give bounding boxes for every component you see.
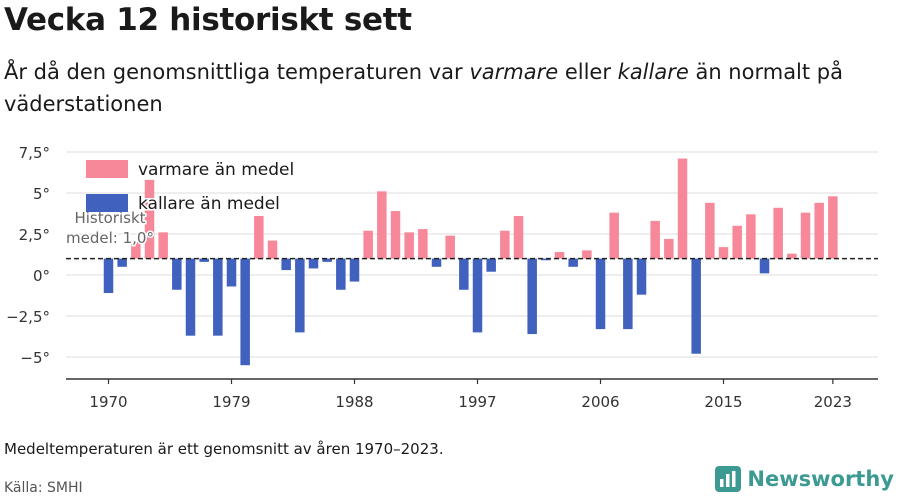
bar-1999 [500, 230, 510, 259]
bar-1994 [431, 258, 442, 267]
bar-1990 [377, 191, 387, 259]
y-tick-label: −2,5° [6, 308, 50, 326]
bar-1992 [404, 232, 414, 259]
bar-1976 [185, 258, 196, 336]
x-tick-label: 1988 [335, 393, 373, 411]
bar-1986 [322, 258, 332, 262]
x-tick-label: 1979 [212, 393, 250, 411]
source-label: Källa: SMHI [4, 480, 83, 496]
bar-2014 [705, 202, 715, 259]
bar-2008 [623, 258, 633, 330]
bar-2002 [541, 258, 551, 261]
bar-1981 [254, 215, 264, 259]
bar-2015 [718, 247, 729, 259]
bar-1983 [281, 258, 291, 271]
bar-1978 [213, 258, 223, 336]
bar-2021 [800, 212, 811, 259]
bar-1973 [144, 179, 155, 259]
bar-1972 [131, 242, 141, 259]
x-tick-label: 1970 [89, 393, 127, 411]
bar-1989 [363, 230, 373, 259]
baseline: Historiskt medel: 1,0° [65, 208, 878, 260]
bar-2000 [513, 215, 524, 259]
bar-2003 [554, 252, 565, 259]
bar-2013 [691, 258, 701, 354]
baseline-label: Historiskt [74, 209, 145, 227]
brand-name: Newsworthy [747, 467, 894, 491]
bar-2006 [595, 258, 606, 330]
x-tick-label: 1997 [458, 393, 496, 411]
bar-2011 [664, 238, 674, 259]
y-axis-labels: −5° −2,5° 0° 2,5° 5° 7,5° [6, 144, 50, 367]
bar-1977 [199, 258, 209, 262]
bar-1984 [295, 258, 305, 333]
y-tick-label: 2,5° [19, 226, 50, 244]
bar-2010 [650, 220, 660, 259]
chart-title: Vecka 12 historiskt sett [4, 2, 412, 38]
bar-1980 [240, 258, 250, 366]
bar-1987 [336, 258, 346, 290]
bar-1971 [117, 258, 127, 267]
subtitle-text-1: År då den genomsnittliga temperaturen va… [4, 60, 470, 84]
subtitle-text-2: eller [558, 60, 618, 84]
legend-swatch [86, 160, 128, 178]
legend-label: varmare än medel [138, 160, 294, 180]
subtitle-warm: varmare [469, 60, 559, 84]
subtitle-text-3: än normalt på väderstationen [4, 60, 843, 116]
legend: varmare än medel kallare än medel [86, 159, 296, 216]
bar-1988 [349, 258, 360, 282]
legend-swatch [86, 194, 128, 212]
bar-2009 [636, 258, 647, 295]
subtitle-cold: kallare [617, 60, 689, 84]
bar-2018 [759, 258, 770, 274]
temperature-bar-chart: −5° −2,5° 0° 2,5° 5° 7,5° Historiskt medel: 1,… [6, 144, 878, 411]
bar-1993 [418, 229, 428, 259]
baseline-label: medel: 1,0° [66, 229, 154, 247]
bar-1997 [472, 258, 483, 333]
bar-2005 [582, 250, 592, 259]
legend-label: kallare än medel [138, 194, 280, 214]
bar-2016 [732, 225, 742, 259]
y-tick-label: 5° [33, 185, 50, 203]
bar-1985 [308, 258, 319, 269]
bar-2012 [677, 158, 688, 259]
bar-2007 [609, 212, 619, 259]
y-tick-label: −5° [20, 349, 50, 367]
chart-subtitle: År då den genomsnittliga temperaturen va… [4, 56, 884, 120]
grid-lines [66, 151, 878, 358]
brand-logo: Newsworthy [715, 466, 894, 492]
bar-1974 [158, 232, 168, 259]
x-tick-label: 2006 [581, 393, 619, 411]
x-axis: 1970 1979 1988 1997 2006 2015 2023 [66, 378, 878, 411]
bars [103, 158, 838, 366]
bar-2001 [527, 258, 537, 335]
bar-1991 [390, 211, 401, 259]
bar-1995 [445, 235, 455, 259]
bar-1975 [172, 258, 182, 290]
x-tick-label: 2023 [814, 393, 852, 411]
bar-2022 [814, 202, 824, 259]
bar-1998 [486, 258, 496, 272]
bar-1996 [459, 258, 469, 290]
bar-1979 [226, 258, 237, 287]
y-tick-label: 0° [33, 267, 50, 285]
bar-2019 [773, 207, 783, 259]
bar-2020 [787, 253, 797, 259]
bar-2004 [568, 258, 578, 267]
footnote: Medeltemperaturen är ett genomsnitt av å… [4, 440, 444, 458]
bar-2017 [746, 214, 756, 259]
bar-chart-logo-icon [715, 466, 742, 492]
bar-1970 [103, 258, 114, 294]
bar-1982 [267, 240, 278, 259]
y-tick-label: 7,5° [19, 144, 50, 162]
x-tick-label: 2015 [704, 393, 742, 411]
bar-2023 [828, 196, 838, 259]
